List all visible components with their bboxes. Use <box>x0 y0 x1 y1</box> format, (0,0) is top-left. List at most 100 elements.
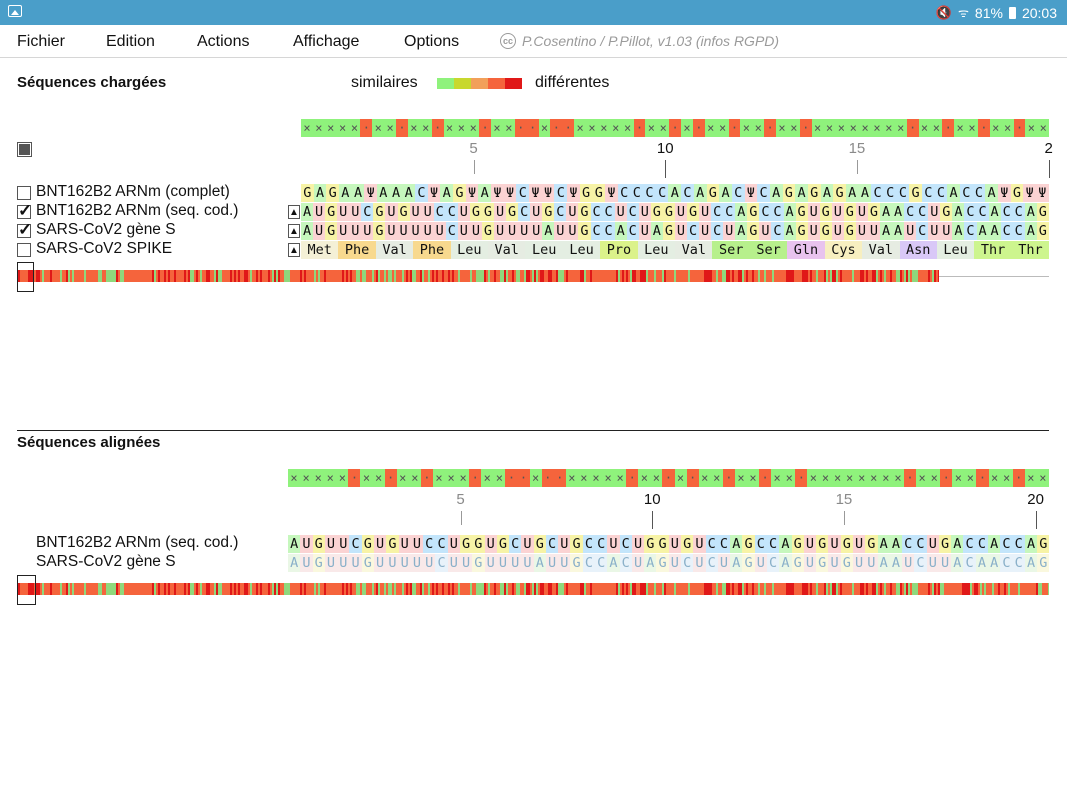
sequence-name[interactable]: BNT162B2 ARNm (seq. cod.) <box>36 202 239 219</box>
nucleotide-cell: A <box>542 222 555 240</box>
section-divider <box>17 430 1049 431</box>
nucleotide-cell: A <box>377 184 390 202</box>
nucleotide-cell: C <box>602 222 615 240</box>
similarity-cell: × <box>1036 469 1049 487</box>
similarity-cell: × <box>894 119 907 137</box>
viewport-handle-loaded[interactable] <box>17 262 34 292</box>
nucleotide-cell: U <box>674 203 687 221</box>
similarity-cell: × <box>372 469 385 487</box>
nucleotide-cell: U <box>398 554 411 572</box>
similarity-cell: × <box>360 469 373 487</box>
select-all-checkbox[interactable] <box>17 142 32 157</box>
nucleotide-cell: G <box>795 222 808 240</box>
credits[interactable]: cc P.Cosentino / P.Pillot, v1.03 (infos … <box>500 33 779 49</box>
similarity-cell: · <box>360 119 373 137</box>
ruler-tick <box>473 160 475 174</box>
nucleotide-cell: U <box>521 535 534 553</box>
similarity-cell: · <box>906 119 919 137</box>
nucleotide-cell: C <box>681 184 694 202</box>
sequence-checkbox[interactable] <box>17 243 31 257</box>
similarity-cell: · <box>722 469 735 487</box>
nucleotide-cell: A <box>783 203 796 221</box>
creative-commons-icon: cc <box>500 33 516 49</box>
sequence-name[interactable]: SARS-CoV2 SPIKE <box>36 240 173 257</box>
nucleotide-cell: U <box>803 535 817 553</box>
similarity-cell: × <box>396 469 409 487</box>
sequence-name[interactable]: BNT162B2 ARNm (complet) <box>36 183 230 200</box>
similarity-cell: · <box>669 119 681 137</box>
sequence-name[interactable]: SARS-CoV2 gène S <box>36 221 176 238</box>
menu-fichier[interactable]: Fichier <box>17 33 66 50</box>
nucleotide-cell: U <box>803 554 817 572</box>
similarity-cell: × <box>407 119 420 137</box>
nucleotide-cell: U <box>867 222 880 240</box>
similarity-cell: · <box>562 119 575 137</box>
nucleotide-cell: G <box>867 203 880 221</box>
sequence-row[interactable]: Met Phe Val Phe Leu Val Leu Leu Pro Leu Val Ser Ser G… <box>301 241 1049 259</box>
nucleotide-cell: G <box>361 535 374 553</box>
expand-triangle-icon[interactable]: ▲ <box>288 224 300 238</box>
image-notification-icon <box>8 5 22 17</box>
sequence-checkbox[interactable] <box>17 220 32 240</box>
expand-triangle-icon[interactable]: ▲ <box>288 243 300 257</box>
nucleotide-cell: U <box>865 554 878 572</box>
similarity-cell: · <box>626 469 639 487</box>
nucleotide-cell: C <box>902 535 915 553</box>
similarity-cell: × <box>650 469 663 487</box>
nucleotide-cell: C <box>916 203 929 221</box>
sequence-checkbox[interactable] <box>17 201 32 221</box>
nucleotide-cell: Ψ <box>529 184 542 202</box>
similarity-cell: · <box>1013 119 1026 137</box>
nucleotide-cell: G <box>481 203 494 221</box>
similarity-cell: × <box>408 469 421 487</box>
similarity-cell: × <box>859 119 871 137</box>
similarity-cell: × <box>831 469 844 487</box>
nucleotide-cell: U <box>723 222 736 240</box>
similarity-cell: × <box>467 119 480 137</box>
nucleotide-cell: G <box>791 535 804 553</box>
similarity-cell: × <box>966 119 978 137</box>
nucleotide-cell: G <box>807 184 821 202</box>
nucleotide-cell: U <box>373 554 387 572</box>
nucleotide-cell: G <box>782 184 796 202</box>
viewport-handle-aligned[interactable] <box>17 575 36 605</box>
nucleotide-cell: A <box>976 222 989 240</box>
nucleotide-cell: A <box>880 203 893 221</box>
expand-triangle-icon[interactable]: ▲ <box>288 205 300 219</box>
similarity-cell: · <box>976 469 989 487</box>
menu-actions[interactable]: Actions <box>197 33 250 50</box>
nucleotide-cell: A <box>795 184 808 202</box>
nucleotide-cell: G <box>325 203 338 221</box>
nucleotide-cell: G <box>312 554 325 572</box>
nucleotide-cell: G <box>579 184 593 202</box>
nucleotide-cell: U <box>409 203 422 221</box>
nucleotide-cell: G <box>840 535 853 553</box>
nucleotide-cell: A <box>952 222 965 240</box>
nucleotide-cell: C <box>509 535 522 553</box>
nucleotide-cell: U <box>337 203 350 221</box>
similarity-cell: × <box>419 119 432 137</box>
similarity-cell: · <box>728 119 741 137</box>
similarity-cell: × <box>645 119 658 137</box>
similarity-cell: × <box>614 469 627 487</box>
overview-strip-aligned[interactable] <box>18 583 1049 595</box>
overview-strip-loaded[interactable] <box>18 270 939 282</box>
nucleotide-cell: U <box>349 203 362 221</box>
similarity-cell: × <box>823 119 836 137</box>
similarity-cell: × <box>538 119 551 137</box>
menu-options[interactable]: Options <box>404 33 460 50</box>
nucleotide-cell: C <box>445 203 458 221</box>
menu-affichage[interactable]: Affichage <box>293 33 360 50</box>
nucleotide-cell: U <box>904 222 917 240</box>
sequence-checkbox[interactable] <box>17 186 31 200</box>
nucleotide-cell: U <box>674 222 687 240</box>
nucleotide-cell: C <box>914 535 927 553</box>
menu-edition[interactable]: Edition <box>106 33 155 50</box>
nucleotide-cell: G <box>361 554 374 572</box>
nucleotide-cell: U <box>506 222 519 240</box>
